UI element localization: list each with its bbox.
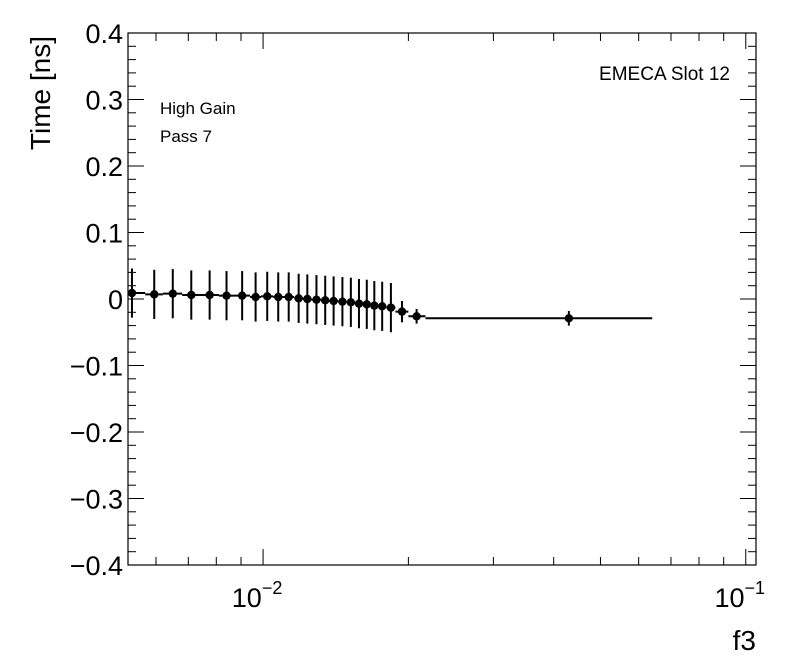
- data-point: [303, 274, 312, 324]
- data-point: [145, 269, 163, 319]
- y-tick-label: −0.4: [70, 551, 123, 581]
- y-tick-labels: −0.4 −0.3 −0.2 −0.1 0 0.1 0.2 0.3 0.4: [70, 19, 123, 581]
- y-tick-label: −0.1: [70, 352, 123, 382]
- data-point: [294, 273, 304, 323]
- point-marker: [397, 307, 407, 316]
- x-tick-labels: 10−2 10−1: [232, 578, 765, 613]
- point-marker: [386, 303, 396, 312]
- y-tick-label: −0.2: [70, 418, 123, 448]
- y-tick-label: 0.2: [85, 152, 123, 182]
- data-point: [338, 277, 347, 327]
- data-point: [273, 272, 284, 322]
- point-marker: [187, 290, 196, 300]
- data-point: [329, 276, 339, 326]
- point-marker: [370, 301, 379, 310]
- data-point: [283, 272, 295, 322]
- y-tick-label: 0.4: [85, 19, 123, 49]
- x-tick-label: 10−2: [232, 578, 283, 613]
- point-marker: [354, 299, 364, 308]
- data-point: [218, 271, 234, 321]
- point-marker: [362, 300, 371, 309]
- point-marker: [251, 292, 260, 302]
- point-marker: [168, 289, 177, 298]
- ticks: [128, 32, 756, 566]
- y-tick-label: 0: [108, 285, 123, 315]
- data-marks: [127, 268, 653, 333]
- point-marker: [274, 292, 283, 302]
- point-marker: [312, 295, 321, 304]
- point-marker: [284, 292, 293, 302]
- point-marker: [338, 297, 347, 306]
- point-marker: [222, 291, 231, 300]
- data-point: [260, 271, 274, 321]
- annotation-pass: Pass 7: [160, 127, 212, 146]
- point-marker: [303, 294, 312, 304]
- y-tick-label: 0.1: [85, 219, 123, 249]
- annotation-slot: EMECA Slot 12: [599, 64, 730, 85]
- y-axis-title: Time [ns]: [25, 36, 56, 150]
- data-point: [425, 310, 653, 326]
- data-point: [233, 271, 251, 321]
- point-marker: [150, 290, 159, 299]
- x-axis-title: f3: [733, 625, 756, 656]
- point-marker: [205, 290, 214, 300]
- data-point: [162, 269, 183, 319]
- point-marker: [329, 296, 338, 306]
- x-tick-label: 10−1: [714, 578, 765, 613]
- annotation-gain: High Gain: [160, 99, 236, 118]
- point-marker: [564, 314, 574, 323]
- point-marker: [294, 294, 303, 303]
- data-point: [395, 300, 409, 323]
- data-point: [321, 275, 330, 325]
- data-point: [199, 270, 219, 320]
- data-point: [362, 279, 371, 329]
- data-point: [408, 308, 426, 324]
- data-point: [354, 279, 364, 329]
- point-marker: [263, 292, 272, 301]
- data-point: [127, 268, 146, 318]
- data-point: [311, 275, 322, 325]
- point-marker: [377, 302, 387, 311]
- data-point: [250, 272, 261, 322]
- y-tick-label: −0.3: [70, 485, 123, 515]
- point-marker: [237, 291, 247, 300]
- point-marker: [346, 298, 356, 307]
- y-tick-label: 0.3: [85, 86, 123, 116]
- point-marker: [127, 288, 137, 298]
- data-point: [386, 283, 396, 333]
- data-point: [377, 281, 387, 331]
- point-marker: [321, 296, 330, 305]
- point-marker: [412, 312, 421, 321]
- data-point: [346, 277, 356, 327]
- data-point: [182, 270, 200, 320]
- data-point: [370, 281, 379, 331]
